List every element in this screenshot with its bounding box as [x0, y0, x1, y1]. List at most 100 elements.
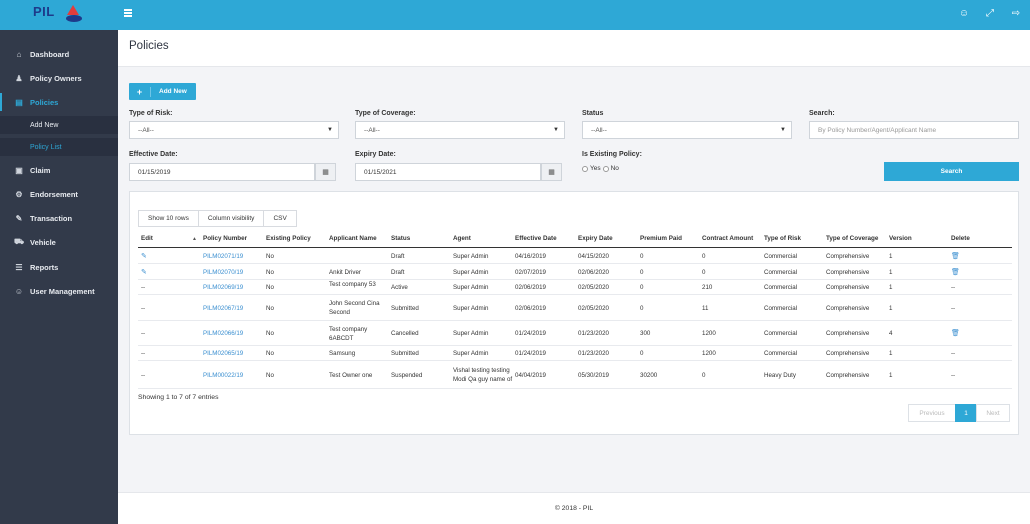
- logo[interactable]: PIL: [30, 3, 88, 25]
- cell-contract: 0: [702, 253, 706, 260]
- edit-icon[interactable]: ✎: [141, 268, 147, 276]
- yes-radio[interactable]: [582, 165, 588, 172]
- cell-contract: 1200: [702, 350, 716, 357]
- page-title: Policies: [129, 40, 169, 52]
- user-icon[interactable]: ☺: [958, 8, 970, 19]
- delete-icon[interactable]: 🗑: [951, 253, 960, 260]
- cell-applicant: Samsung: [329, 350, 356, 357]
- col-type-of-risk[interactable]: Type of Risk: [764, 235, 801, 242]
- type-of-coverage-select[interactable]: --All-- ▼: [355, 121, 565, 139]
- cell-status: Submitted: [391, 304, 419, 312]
- add-new-button[interactable]: + Add New: [129, 83, 196, 100]
- search-button[interactable]: Search: [884, 162, 1019, 181]
- search-input[interactable]: By Policy Number/Agent/Applicant Name: [809, 121, 1019, 139]
- sidebar-item-endorsement[interactable]: ⚙ Endorsement: [0, 185, 118, 203]
- calendar-icon[interactable]: ▦: [315, 163, 336, 181]
- next-page-button[interactable]: Next: [976, 404, 1010, 422]
- sidebar-item-policy-owners[interactable]: ♟ Policy Owners: [0, 69, 118, 87]
- cell-edit: --: [141, 371, 146, 379]
- cell-edit: --: [141, 330, 146, 337]
- col-contract-amount[interactable]: Contract Amount: [702, 235, 754, 242]
- no-radio[interactable]: [602, 165, 609, 172]
- policy-number-link[interactable]: PILM02065/19: [203, 350, 244, 357]
- previous-page-button[interactable]: Previous: [908, 404, 956, 422]
- sidebar-item-vehicle[interactable]: ⛟ Vehicle: [0, 233, 118, 251]
- page-1-button[interactable]: 1: [955, 404, 977, 422]
- cell-agent: Vishal testing testing Modi Qa guy name …: [453, 367, 513, 383]
- sidebar-item-user-management[interactable]: ☺ User Management: [0, 282, 118, 300]
- cell-risk: Commercial: [764, 304, 798, 312]
- policy-number-link[interactable]: PILM02071/19: [203, 253, 244, 260]
- cell-agent: Super Admin: [453, 284, 489, 291]
- table-row: -- PILM00022/19 No Test Owner one Suspended V…: [138, 361, 1012, 389]
- policy-number-link[interactable]: PILM02069/19: [203, 284, 244, 291]
- policy-number-link[interactable]: PILM00022/19: [203, 371, 244, 379]
- cell-coverage: Comprehensive: [826, 304, 870, 312]
- cell-existing: No: [266, 330, 274, 337]
- main-content: Policies + Add New Type of Risk: --All--…: [118, 30, 1030, 524]
- sidebar-subitem-label: Policy List: [30, 143, 62, 151]
- sidebar-subitem-policy-list[interactable]: Policy List: [0, 138, 118, 156]
- col-status[interactable]: Status: [391, 235, 411, 242]
- effective-date-input[interactable]: 01/15/2019: [129, 163, 315, 181]
- sidebar: ⌂ Dashboard ♟ Policy Owners ▤ Policies Add …: [0, 30, 118, 524]
- col-existing-policy[interactable]: Existing Policy: [266, 235, 311, 242]
- status-select[interactable]: --All-- ▼: [582, 121, 792, 139]
- calendar-icon[interactable]: ▦: [541, 163, 562, 181]
- logout-icon[interactable]: ⇨: [1011, 8, 1021, 19]
- cell-coverage: Comprehensive: [826, 284, 870, 291]
- sidebar-item-policies[interactable]: ▤ Policies: [0, 93, 118, 111]
- col-edit[interactable]: Edit: [141, 235, 153, 242]
- home-icon: ⌂: [16, 49, 22, 59]
- plus-icon: +: [129, 86, 151, 97]
- sort-asc-icon[interactable]: ▲: [192, 236, 197, 242]
- cell-effective: 04/16/2019: [515, 253, 546, 260]
- cell-risk: Heavy Duty: [764, 371, 796, 379]
- car-icon: ⛟: [14, 237, 25, 246]
- sidebar-subitem-add-new[interactable]: Add New: [0, 116, 118, 134]
- col-version[interactable]: Version: [889, 235, 912, 242]
- col-delete[interactable]: Delete: [951, 235, 970, 242]
- show-rows-button[interactable]: Show 10 rows: [138, 210, 199, 227]
- delete-icon[interactable]: 🗑: [951, 268, 960, 276]
- col-applicant-name[interactable]: Applicant Name: [329, 235, 377, 242]
- caret-down-icon: ▼: [553, 127, 559, 133]
- cell-expiry: 05/30/2019: [578, 371, 609, 379]
- type-of-risk-select[interactable]: --All-- ▼: [129, 121, 339, 139]
- cell-delete: --: [951, 350, 956, 357]
- type-of-coverage-label: Type of Coverage:: [355, 110, 416, 117]
- col-premium-paid[interactable]: Premium Paid: [640, 235, 682, 242]
- column-visibility-button[interactable]: Column visibility: [197, 210, 265, 227]
- sidebar-item-dashboard[interactable]: ⌂ Dashboard: [0, 45, 118, 63]
- delete-icon[interactable]: 🗑: [951, 330, 960, 337]
- cell-version: 1: [889, 371, 893, 379]
- cell-version: 1: [889, 350, 893, 357]
- sidebar-item-label: Vehicle: [30, 237, 56, 247]
- policy-number-link[interactable]: PILM02070/19: [203, 268, 244, 276]
- cell-agent: Super Admin: [453, 268, 489, 276]
- menu-toggle-icon[interactable]: [124, 9, 132, 17]
- policy-number-link[interactable]: PILM02066/19: [203, 330, 244, 337]
- cell-coverage: Comprehensive: [826, 253, 870, 260]
- expiry-date-input[interactable]: 01/15/2021: [355, 163, 541, 181]
- edit-icon[interactable]: ✎: [141, 253, 147, 260]
- sidebar-item-transaction[interactable]: ✎ Transaction: [0, 209, 118, 227]
- col-type-of-coverage[interactable]: Type of Coverage: [826, 235, 879, 242]
- col-agent[interactable]: Agent: [453, 235, 471, 242]
- col-expiry-date[interactable]: Expiry Date: [578, 235, 613, 242]
- cell-status: Active: [391, 284, 408, 291]
- cell-risk: Commercial: [764, 330, 798, 337]
- effective-date-label: Effective Date:: [129, 151, 178, 158]
- cell-effective: 02/06/2019: [515, 304, 546, 312]
- cell-effective: 01/24/2019: [515, 350, 546, 357]
- sidebar-item-claim[interactable]: ▣ Claim: [0, 161, 118, 179]
- csv-button[interactable]: CSV: [263, 210, 297, 227]
- expand-icon[interactable]: ⤢: [986, 8, 994, 19]
- sidebar-item-reports[interactable]: ☰ Reports: [0, 258, 118, 276]
- logo-oval: [66, 15, 82, 22]
- cell-expiry: 01/23/2020: [578, 350, 609, 357]
- policy-number-link[interactable]: PILM02067/19: [203, 304, 244, 312]
- col-effective-date[interactable]: Effective Date: [515, 235, 557, 242]
- col-policy-number[interactable]: Policy Number: [203, 235, 248, 242]
- gears-icon: ⚙: [15, 189, 23, 199]
